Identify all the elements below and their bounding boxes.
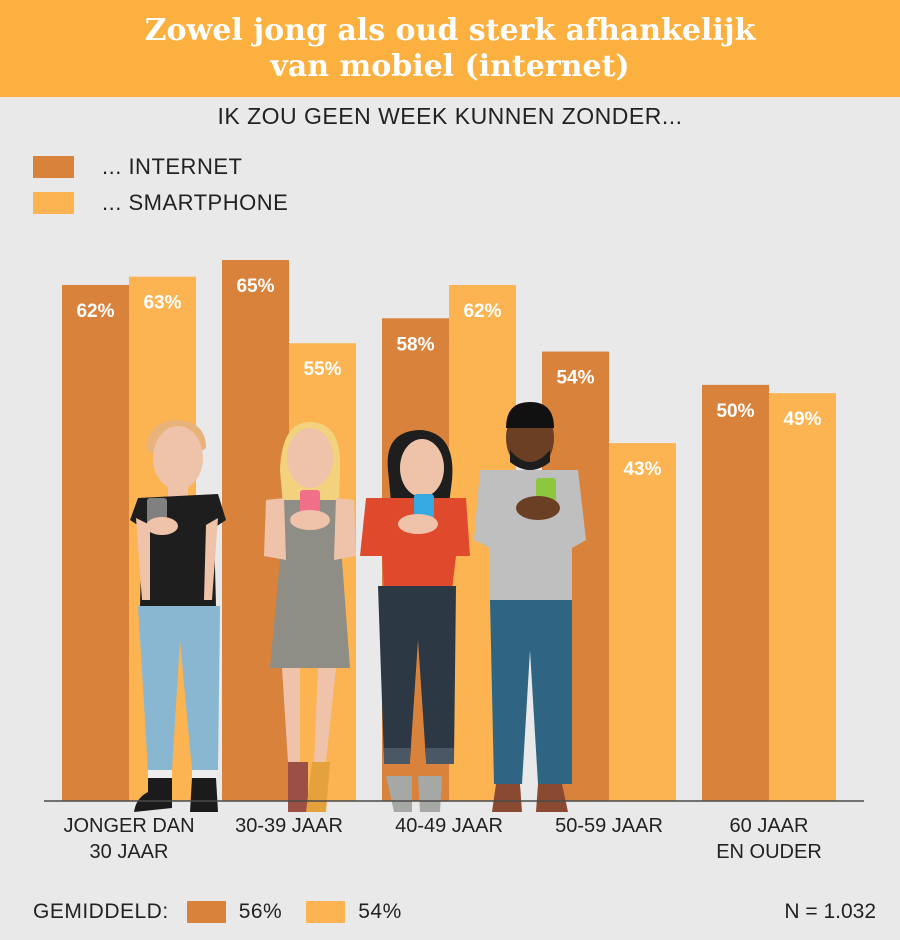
- data-label-internet-2: 58%: [396, 334, 434, 355]
- bar-smartphone-3: [609, 443, 676, 801]
- data-label-internet-4: 50%: [716, 401, 754, 422]
- category-label-3-0: 50-59 JAAR: [555, 815, 663, 837]
- data-label-smartphone-3: 43%: [623, 459, 661, 480]
- category-label-2-0: 40-49 JAAR: [395, 815, 503, 837]
- person-young-illustration: [130, 420, 226, 812]
- title-line-2: van mobiel (internet): [270, 48, 630, 84]
- legend-label-internet: ... INTERNET: [102, 154, 243, 179]
- labels-layer: 62% 63% JONGER DAN 30 JAAR 65% 55% 30-39 JAAR 5…: [63, 276, 821, 863]
- legend-swatch-internet: [33, 156, 74, 178]
- legend-swatch-smartphone: [33, 192, 74, 214]
- header-banner: Zowel jong als oud sterk afhankelijk van…: [0, 0, 900, 97]
- data-label-smartphone-2: 62%: [463, 301, 501, 322]
- footer-averages: GEMIDDELD: 56% 54%: [33, 898, 402, 926]
- category-label-0-1: 30 JAAR: [90, 841, 169, 863]
- legend-internet: ... INTERNET: [33, 154, 242, 180]
- average-smartphone-value: 54%: [358, 900, 402, 923]
- category-label-0-0: JONGER DAN: [63, 815, 194, 837]
- title-line-1: Zowel jong als oud sterk afhankelijk: [144, 12, 756, 48]
- bar-internet-0: [62, 284, 129, 801]
- bar-chart: 62% 63% JONGER DAN 30 JAAR 65% 55% 30-39 JAAR 5…: [44, 260, 864, 863]
- person-fifties-illustration: [474, 402, 586, 812]
- bar-smartphone-4: [769, 393, 836, 801]
- average-internet-value: 56%: [238, 900, 283, 923]
- legend-smartphone: ... SMARTPHONE: [33, 190, 288, 216]
- people-illustration: [130, 402, 586, 812]
- data-label-internet-0: 62%: [76, 301, 114, 322]
- category-label-4-1: EN OUDER: [716, 841, 822, 863]
- average-swatch-internet: [186, 901, 226, 923]
- sample-size: N = 1.032: [784, 900, 876, 923]
- data-label-internet-3: 54%: [556, 368, 594, 389]
- person-forties-illustration: [360, 430, 470, 812]
- data-label-smartphone-4: 49%: [783, 409, 821, 430]
- data-label-internet-1: 65%: [236, 276, 274, 297]
- category-label-1-0: 30-39 JAAR: [235, 815, 343, 837]
- category-label-4-0: 60 JAAR: [730, 815, 809, 837]
- average-label: GEMIDDELD:: [33, 900, 169, 923]
- average-swatch-smartphone: [306, 901, 346, 923]
- legend-label-smartphone: ... SMARTPHONE: [102, 190, 289, 215]
- bar-internet-4: [702, 384, 769, 801]
- person-thirties-illustration: [264, 421, 356, 812]
- chart-subtitle: IK ZOU GEEN WEEK KUNNEN ZONDER...: [217, 103, 683, 129]
- data-label-smartphone-0: 63%: [143, 293, 181, 314]
- data-label-smartphone-1: 55%: [303, 359, 341, 380]
